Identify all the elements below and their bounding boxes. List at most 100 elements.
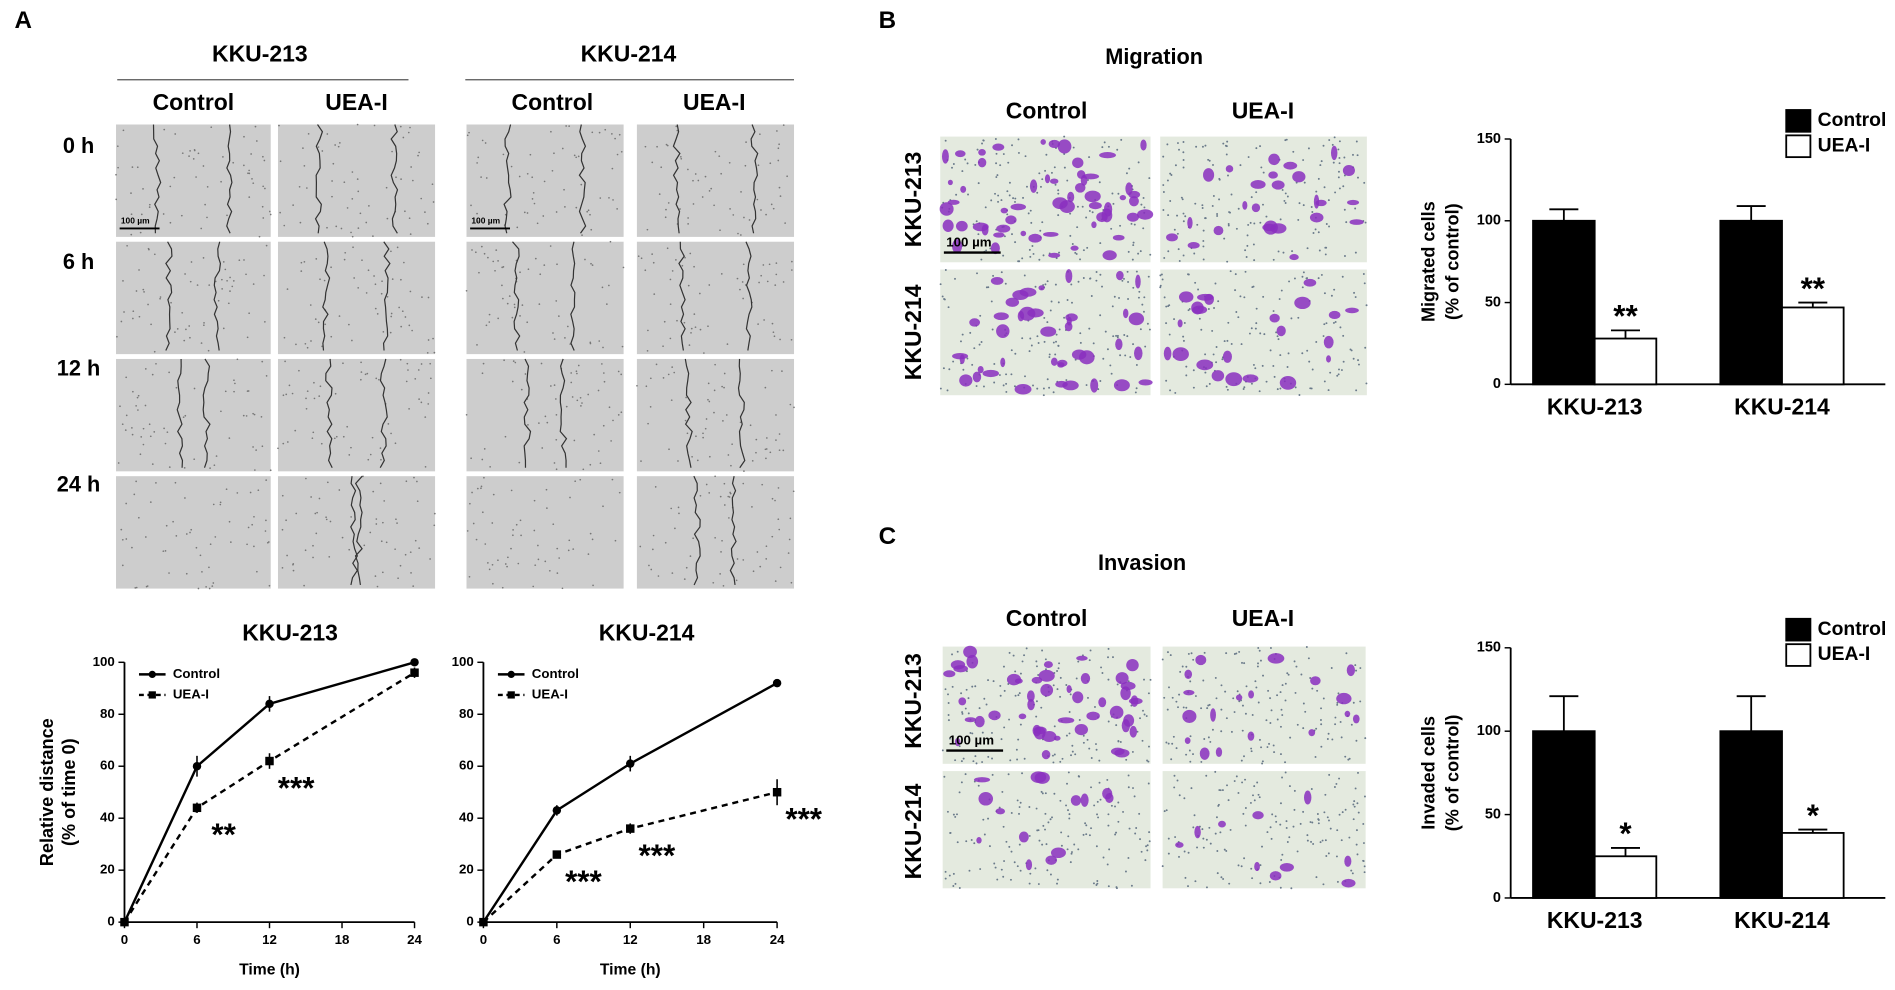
speckle (577, 155, 580, 158)
speckle (1220, 730, 1223, 733)
speckle (200, 227, 203, 230)
speckle (1365, 382, 1368, 385)
speckle (268, 584, 271, 587)
speckle (1259, 659, 1262, 662)
speckle (1323, 323, 1326, 326)
stained-cell (1041, 750, 1051, 760)
speckle (1175, 700, 1178, 703)
speckle (365, 221, 368, 224)
speckle (1270, 709, 1273, 712)
speckle (1342, 360, 1345, 363)
speckle (779, 195, 782, 197)
speckle (1185, 365, 1188, 368)
speckle (668, 448, 670, 451)
speckle (181, 311, 184, 314)
speckle (1259, 145, 1262, 148)
speckle (1252, 243, 1255, 246)
speckle (604, 128, 607, 131)
speckle (1168, 686, 1170, 689)
speckle (1306, 839, 1309, 842)
speckle (1280, 708, 1283, 711)
stained-cell (1268, 153, 1280, 166)
speckle (1159, 286, 1162, 289)
speckle (1200, 707, 1203, 710)
speckle (369, 453, 372, 456)
speckle (253, 413, 256, 416)
speckle (1002, 254, 1005, 257)
speckle (361, 259, 363, 262)
speckle (662, 345, 664, 348)
speckle (993, 381, 996, 384)
speckle (142, 288, 145, 291)
speckle (510, 547, 512, 550)
speckle (526, 212, 529, 214)
stained-cell (1030, 771, 1047, 783)
speckle (1316, 813, 1319, 815)
speckle (300, 261, 303, 264)
stained-cell (1057, 359, 1068, 367)
speckle (330, 335, 333, 338)
speckle (190, 528, 193, 531)
speckle (1023, 274, 1026, 277)
stained-cell (982, 369, 999, 378)
speckle (488, 321, 491, 323)
speckle (164, 442, 167, 445)
speckle (263, 159, 266, 162)
stained-cell (1248, 690, 1255, 699)
x-tick-label: 12 (623, 932, 638, 947)
speckle (589, 532, 592, 535)
stained-cell (1310, 676, 1321, 686)
speckle (1092, 882, 1095, 885)
speckle (954, 882, 957, 885)
speckle (944, 870, 947, 873)
speckle (265, 375, 268, 377)
speckle (532, 585, 535, 588)
speckle (1077, 848, 1080, 851)
speckle (1317, 277, 1320, 280)
speckle (132, 317, 134, 320)
wound-edge (350, 476, 359, 586)
speckle (1115, 724, 1118, 727)
speckle (721, 539, 723, 542)
speckle (326, 133, 329, 135)
speckle (1335, 782, 1338, 785)
speckle (1319, 841, 1322, 844)
speckle (1212, 163, 1214, 166)
time-label: 0 h (63, 133, 94, 158)
speckle (402, 136, 405, 139)
speckle (1208, 826, 1211, 829)
speckle (1122, 810, 1125, 813)
speckle (1134, 832, 1137, 835)
speckle (1205, 385, 1208, 388)
speckle (654, 486, 657, 488)
speckle (258, 235, 261, 238)
speckle (116, 335, 118, 338)
bar (1593, 337, 1658, 386)
speckle (1215, 346, 1218, 348)
speckle (487, 256, 489, 259)
speckle (1338, 187, 1341, 190)
speckle (1044, 283, 1047, 286)
speckle (581, 234, 583, 236)
speckle (1257, 793, 1260, 796)
speckle (1098, 759, 1101, 762)
stained-cell (1099, 152, 1116, 159)
speckle (1337, 176, 1340, 179)
stained-cell (1182, 709, 1197, 723)
speckle (375, 518, 378, 520)
speckle (357, 190, 360, 193)
speckle (1323, 380, 1326, 383)
speckle (408, 407, 410, 410)
speckle (1104, 330, 1107, 333)
wound-edge (314, 124, 324, 234)
speckle (703, 352, 705, 354)
speckle (620, 373, 623, 376)
speckle (951, 166, 953, 169)
speckle (1183, 850, 1186, 853)
speckle (1167, 742, 1170, 745)
speckle (714, 363, 716, 366)
speckle (1053, 725, 1056, 728)
panel-title: Migration (1105, 44, 1203, 69)
speckle (1094, 705, 1096, 708)
speckle (138, 269, 140, 271)
